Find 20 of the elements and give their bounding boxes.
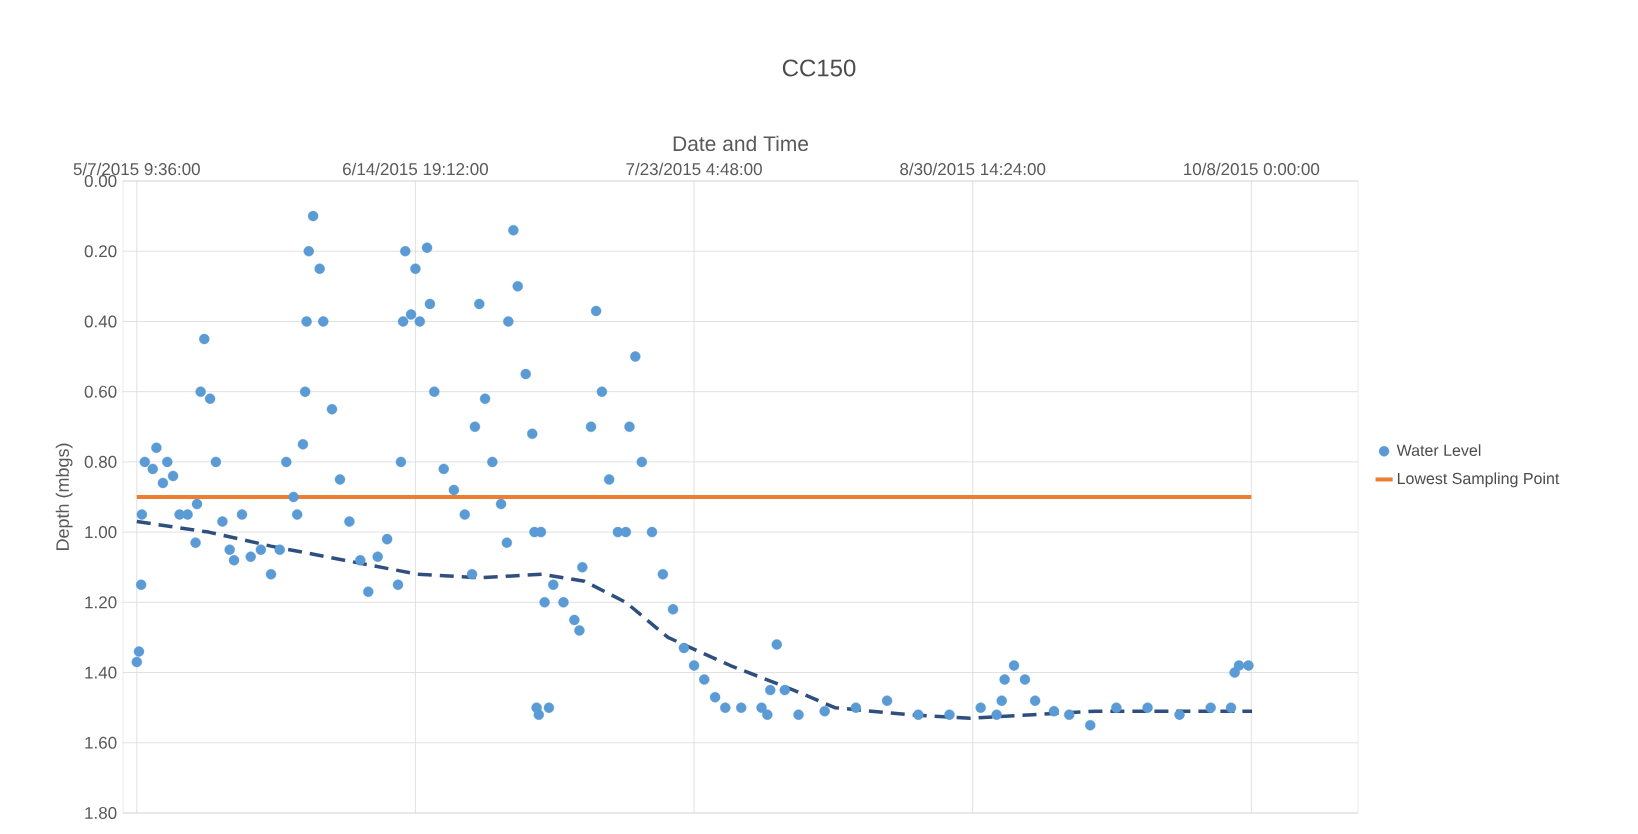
chart-title: CC150 <box>782 59 856 77</box>
x-tick-label: 7/23/2015 4:48:00 <box>626 162 762 176</box>
legend-label: Water Level <box>1396 444 1481 456</box>
x-tick-label: 5/7/2015 9:36:00 <box>73 162 200 176</box>
y-tick-label: 1.20 <box>85 596 117 609</box>
y-tick-label: 1.80 <box>85 806 117 820</box>
y-tick-label: 0.80 <box>84 455 117 468</box>
x-tick-label: 8/30/2015 14:24:00 <box>900 162 1046 176</box>
y-tick-label: 1.60 <box>85 736 117 749</box>
x-tick-label: 6/14/2015 19:12:00 <box>343 162 488 176</box>
y-axis-title: Depth (mbgs) <box>55 443 73 551</box>
x-tick-label: 10/8/2015 0:00:00 <box>1184 162 1320 176</box>
legend-label: Lowest Sampling Point <box>1397 472 1560 488</box>
y-tick-label: 0.40 <box>84 315 117 328</box>
y-tick-label: 0.60 <box>84 385 117 398</box>
y-tick-label: 1.40 <box>85 666 117 679</box>
y-tick-label: 0.00 <box>84 174 117 188</box>
y-tick-label: 0.20 <box>84 245 117 258</box>
x-axis-title: Date and Time <box>673 135 809 152</box>
y-tick-label: 1.00 <box>85 526 117 539</box>
